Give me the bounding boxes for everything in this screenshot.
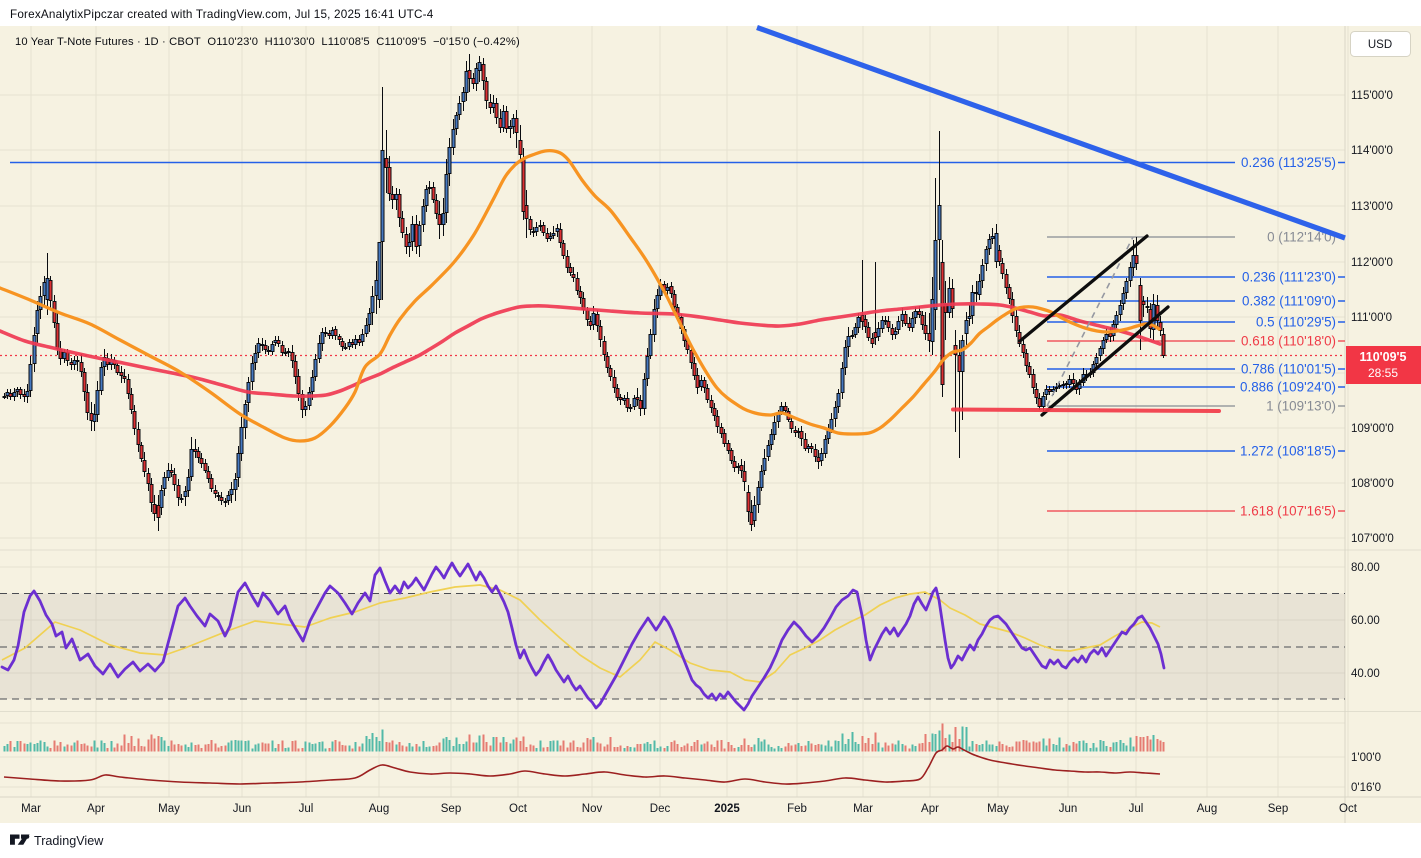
svg-text:1.618 (107'16'5): 1.618 (107'16'5)	[1240, 504, 1336, 519]
svg-text:Sep: Sep	[441, 803, 461, 815]
svg-text:114'00'0: 114'00'0	[1351, 145, 1393, 157]
svg-text:0.618 (110'18'0): 0.618 (110'18'0)	[1241, 334, 1336, 349]
svg-text:40.00: 40.00	[1351, 668, 1380, 680]
svg-text:115'00'0: 115'00'0	[1351, 90, 1393, 102]
svg-text:0 (112'14'0): 0 (112'14'0)	[1267, 230, 1336, 245]
svg-text:110'09'5: 110'09'5	[1360, 350, 1407, 364]
svg-text:Dec: Dec	[650, 803, 671, 815]
svg-text:0.236 (113'25'5): 0.236 (113'25'5)	[1241, 155, 1336, 170]
svg-text:28:55: 28:55	[1368, 366, 1398, 380]
svg-text:Jun: Jun	[233, 803, 252, 815]
svg-text:USD: USD	[1368, 39, 1392, 51]
svg-text:Mar: Mar	[853, 803, 873, 815]
svg-text:Jun: Jun	[1059, 803, 1078, 815]
svg-text:0'16'0: 0'16'0	[1351, 782, 1381, 794]
svg-text:Nov: Nov	[582, 803, 603, 815]
svg-text:TradingView: TradingView	[34, 834, 104, 848]
svg-text:Aug: Aug	[1197, 803, 1217, 815]
svg-text:109'00'0: 109'00'0	[1351, 423, 1394, 435]
svg-text:ForexAnalytixPipczar created w: ForexAnalytixPipczar created with Tradin…	[10, 8, 434, 21]
svg-text:107'00'0: 107'00'0	[1351, 533, 1394, 545]
svg-text:Mar: Mar	[21, 803, 41, 815]
svg-text:Aug: Aug	[369, 803, 389, 815]
svg-text:Oct: Oct	[509, 803, 528, 815]
svg-text:113'00'0: 113'00'0	[1351, 201, 1393, 213]
svg-text:Oct: Oct	[1339, 803, 1358, 815]
svg-text:10 Year T-Note Futures · 1D ·: 10 Year T-Note Futures · 1D · CBOT O110'…	[15, 36, 520, 48]
svg-text:1 (109'13'0): 1 (109'13'0)	[1266, 399, 1336, 414]
svg-text:1'00'0: 1'00'0	[1351, 752, 1381, 764]
svg-text:0.886 (109'24'0): 0.886 (109'24'0)	[1240, 380, 1336, 395]
svg-text:Jul: Jul	[299, 803, 314, 815]
svg-text:2025: 2025	[714, 803, 740, 815]
svg-text:Apr: Apr	[921, 803, 939, 815]
svg-text:Feb: Feb	[787, 803, 807, 815]
svg-text:Apr: Apr	[87, 803, 105, 815]
svg-text:May: May	[158, 803, 180, 815]
svg-text:0.382 (111'09'0): 0.382 (111'09'0)	[1242, 294, 1336, 309]
svg-text:May: May	[987, 803, 1009, 815]
svg-text:60.00: 60.00	[1351, 615, 1380, 627]
svg-text:Jul: Jul	[1129, 803, 1144, 815]
svg-text:111'00'0: 111'00'0	[1351, 312, 1392, 324]
svg-text:0.5 (110'29'5): 0.5 (110'29'5)	[1256, 315, 1336, 330]
svg-text:80.00: 80.00	[1351, 562, 1380, 574]
svg-text:108'00'0: 108'00'0	[1351, 478, 1394, 490]
svg-text:0.786 (110'01'5): 0.786 (110'01'5)	[1241, 362, 1336, 377]
svg-text:1.272 (108'18'5): 1.272 (108'18'5)	[1240, 444, 1336, 459]
svg-text:0.236 (111'23'0): 0.236 (111'23'0)	[1242, 270, 1336, 285]
svg-text:112'00'0: 112'00'0	[1351, 257, 1393, 269]
svg-text:Sep: Sep	[1268, 803, 1288, 815]
